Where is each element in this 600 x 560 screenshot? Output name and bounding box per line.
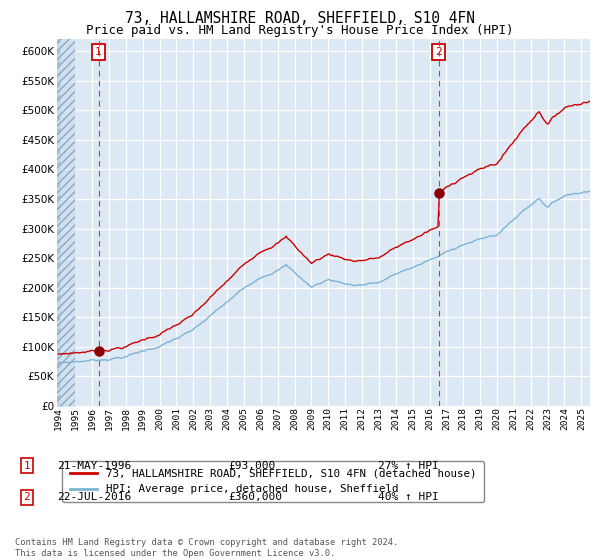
Text: 73, HALLAMSHIRE ROAD, SHEFFIELD, S10 4FN: 73, HALLAMSHIRE ROAD, SHEFFIELD, S10 4FN <box>125 11 475 26</box>
Text: 22-JUL-2016: 22-JUL-2016 <box>57 492 131 502</box>
Text: 27% ↑ HPI: 27% ↑ HPI <box>378 461 439 471</box>
Text: 2: 2 <box>436 47 442 57</box>
Text: 21-MAY-1996: 21-MAY-1996 <box>57 461 131 471</box>
Text: 40% ↑ HPI: 40% ↑ HPI <box>378 492 439 502</box>
Text: £93,000: £93,000 <box>228 461 275 471</box>
Text: Contains HM Land Registry data © Crown copyright and database right 2024.
This d: Contains HM Land Registry data © Crown c… <box>15 538 398 558</box>
Legend: 73, HALLAMSHIRE ROAD, SHEFFIELD, S10 4FN (detached house), HPI: Average price, d: 73, HALLAMSHIRE ROAD, SHEFFIELD, S10 4FN… <box>62 461 484 502</box>
Text: 1: 1 <box>23 461 31 471</box>
Text: 2: 2 <box>23 492 31 502</box>
Text: £360,000: £360,000 <box>228 492 282 502</box>
Text: 1: 1 <box>95 47 102 57</box>
Text: Price paid vs. HM Land Registry's House Price Index (HPI): Price paid vs. HM Land Registry's House … <box>86 24 514 36</box>
